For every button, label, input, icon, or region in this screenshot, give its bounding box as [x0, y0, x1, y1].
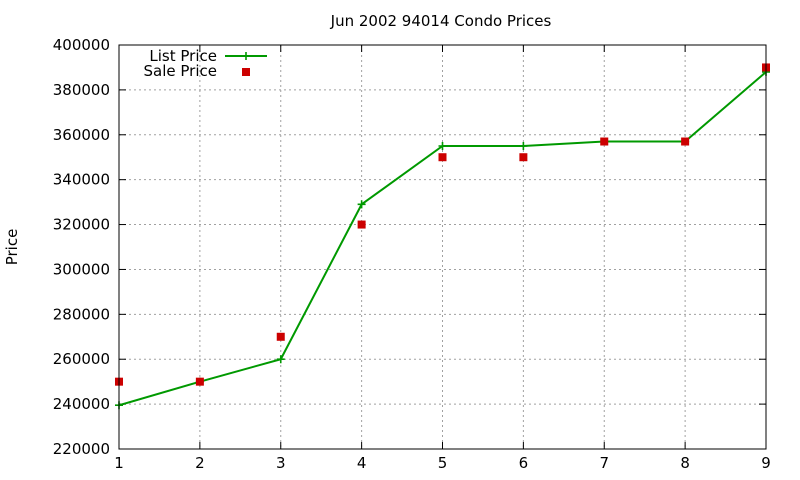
chart-title: Jun 2002 94014 Condo Prices — [330, 12, 552, 30]
x-tick-label: 5 — [438, 454, 448, 472]
legend-label-list-price: List Price — [149, 47, 217, 65]
list-price-point — [276, 355, 285, 364]
y-tick-label: 280000 — [53, 305, 110, 323]
y-tick-label: 400000 — [53, 36, 110, 54]
y-tick-label: 320000 — [53, 216, 110, 234]
sale-price-point — [519, 153, 528, 162]
x-tick-label: 1 — [114, 454, 124, 472]
legend-marker-list-price — [242, 52, 250, 60]
x-tick-label: 7 — [599, 454, 609, 472]
x-tick-label: 4 — [357, 454, 367, 472]
sale-price-point — [681, 137, 690, 146]
sale-price-point — [276, 332, 285, 341]
x-tick-label: 6 — [519, 454, 529, 472]
sale-price-point — [438, 153, 447, 162]
x-tick-label: 2 — [195, 454, 205, 472]
axis-ticks: 2200002400002600002800003000003200003400… — [53, 36, 771, 472]
x-tick-label: 9 — [761, 454, 771, 472]
list-price-point — [438, 142, 447, 150]
legend: List Price Sale Price — [144, 47, 267, 80]
x-tick-label: 8 — [680, 454, 690, 472]
y-tick-label: 340000 — [53, 171, 110, 189]
y-tick-label: 300000 — [53, 260, 110, 278]
y-tick-label: 380000 — [53, 81, 110, 99]
plot-frame — [118, 44, 767, 450]
list-price-point — [357, 200, 366, 209]
list-price-point — [519, 142, 528, 150]
sale-price-point — [195, 377, 204, 386]
y-axis-label: Price — [3, 229, 21, 266]
y-tick-label: 240000 — [53, 395, 110, 413]
grid — [119, 45, 766, 449]
y-tick-label: 360000 — [53, 126, 110, 144]
y-tick-label: 260000 — [53, 350, 110, 368]
sale-price-point — [600, 137, 609, 146]
y-tick-label: 220000 — [53, 440, 110, 458]
x-tick-label: 3 — [276, 454, 286, 472]
legend-label-sale-price: Sale Price — [144, 62, 217, 80]
sale-price-point — [357, 220, 366, 229]
legend-marker-sale-price — [242, 68, 250, 76]
